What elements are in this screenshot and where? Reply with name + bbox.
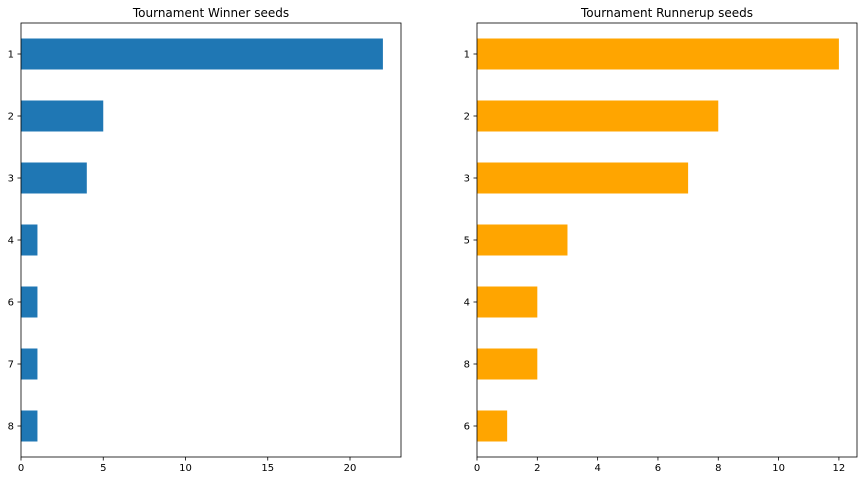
runnerup-y-tick-label: 4 xyxy=(464,298,470,309)
winner-x-tick-label: 5 xyxy=(100,463,106,474)
runnerup-bar-seed-1 xyxy=(477,38,839,70)
runnerup-axes-frame xyxy=(476,22,858,458)
winner-bar-seed-4 xyxy=(21,224,38,256)
winner-bar-seed-1 xyxy=(21,38,383,70)
winner-bar-seed-2 xyxy=(21,100,104,132)
winner-axes-frame xyxy=(20,22,402,458)
runnerup-y-tick-label: 1 xyxy=(464,50,470,61)
runnerup-x-tick-label: 6 xyxy=(655,463,661,474)
winner-x-tick-label: 0 xyxy=(18,463,24,474)
runnerup-bar-seed-8 xyxy=(477,348,538,380)
runnerup-x-tick-label: 10 xyxy=(772,463,785,474)
runnerup-bar-seed-3 xyxy=(477,162,689,194)
winner-y-tick-label: 2 xyxy=(8,112,14,123)
runnerup-x-tick-label: 0 xyxy=(474,463,480,474)
winner-seeds-panel: Tournament Winner seeds 1 2 3 4 6 7 8 0 5 10 15 20 xyxy=(8,6,402,474)
runnerup-bar-seed-5 xyxy=(477,224,568,256)
runnerup-bar-seed-2 xyxy=(477,100,719,132)
runnerup-y-tick-label: 3 xyxy=(464,174,470,185)
winner-y-tick-label: 1 xyxy=(8,50,14,61)
winner-bar-seed-3 xyxy=(21,162,87,194)
runnerup-bar-seed-4 xyxy=(477,286,538,318)
runnerup-y-tick-label: 8 xyxy=(464,360,470,371)
runnerup-chart-title: Tournament Runnerup seeds xyxy=(580,6,753,20)
winner-y-tick-label: 8 xyxy=(8,422,14,433)
winner-y-tick-label: 7 xyxy=(8,360,14,371)
runnerup-y-tick-label: 6 xyxy=(464,422,470,433)
runnerup-bar-seed-6 xyxy=(477,410,508,442)
winner-y-tick-label: 3 xyxy=(8,174,14,185)
runnerup-x-tick-label: 12 xyxy=(833,463,846,474)
winner-chart-title: Tournament Winner seeds xyxy=(132,6,289,20)
winner-y-tick-label: 6 xyxy=(8,298,14,309)
runnerup-y-tick-label: 5 xyxy=(464,236,470,247)
winner-bar-seed-6 xyxy=(21,286,38,318)
winner-x-tick-label: 10 xyxy=(179,463,192,474)
runnerup-x-tick-label: 2 xyxy=(534,463,540,474)
runnerup-x-tick-label: 8 xyxy=(715,463,721,474)
runnerup-x-tick-label: 4 xyxy=(594,463,600,474)
winner-bar-seed-7 xyxy=(21,348,38,380)
winner-x-tick-label: 15 xyxy=(261,463,274,474)
winner-bar-seed-8 xyxy=(21,410,38,442)
winner-x-tick-label: 20 xyxy=(344,463,357,474)
winner-y-tick-label: 4 xyxy=(8,236,14,247)
runnerup-y-tick-label: 2 xyxy=(464,112,470,123)
